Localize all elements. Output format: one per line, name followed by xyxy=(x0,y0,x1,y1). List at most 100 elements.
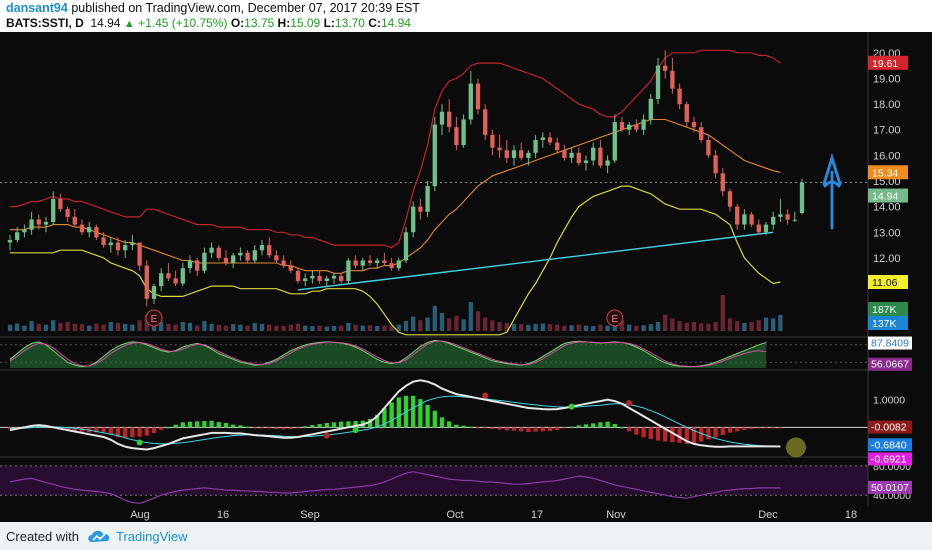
volume-bar xyxy=(562,325,567,331)
candle-body xyxy=(742,214,747,225)
candle-body xyxy=(634,124,639,130)
volume-bar xyxy=(65,322,70,331)
volume-bar xyxy=(166,323,171,331)
candle-body xyxy=(231,255,236,264)
candle-body xyxy=(627,124,632,130)
macd-histogram-bar xyxy=(713,427,718,438)
symbol-label[interactable]: BATS:SSTI, D xyxy=(6,16,84,30)
volume-bar xyxy=(447,318,452,331)
macd-histogram-bar xyxy=(267,427,272,429)
volume-bar xyxy=(353,324,358,331)
candle-body xyxy=(403,232,409,261)
macd-signal-value: -0.6840 xyxy=(871,439,907,451)
time-axis: Aug 16 Sep Oct 17 Nov Dec 18 xyxy=(0,507,932,522)
volume-bar xyxy=(223,325,229,331)
macd-histogram-bar xyxy=(605,421,610,428)
time-tick-label: Aug xyxy=(130,509,150,521)
macd-histogram-bar xyxy=(223,423,229,428)
volume-bar xyxy=(655,322,661,331)
candle-body xyxy=(598,147,603,166)
volume-value-2: 137K xyxy=(872,318,897,330)
macd-highlight-circle xyxy=(786,437,806,458)
macd-histogram-bar xyxy=(259,427,265,429)
close-label: C: xyxy=(368,16,381,30)
author-link[interactable]: dansant94 xyxy=(6,1,68,15)
price-tick-label: 16.00 xyxy=(873,150,901,162)
volume-bar xyxy=(771,318,776,331)
volume-bar xyxy=(389,325,394,331)
volume-bar xyxy=(36,323,41,331)
candle-body xyxy=(216,247,221,258)
macd-histogram-bar xyxy=(490,427,495,429)
publish-line: dansant94 published on TradingView.com, … xyxy=(6,1,420,15)
volume-bar xyxy=(713,322,718,331)
macd-histogram-bar xyxy=(101,427,106,433)
close-value: 14.94 xyxy=(380,16,411,30)
candle-body xyxy=(389,263,394,269)
volume-bar xyxy=(195,325,200,331)
volume-bar xyxy=(331,325,337,331)
high-value: 15.09 xyxy=(290,16,321,30)
volume-bar xyxy=(641,325,646,331)
macd-histogram-bar xyxy=(166,427,171,429)
volume-bar xyxy=(627,324,632,331)
macd-histogram-bar xyxy=(173,424,178,428)
macd-histogram-bar xyxy=(123,427,128,438)
volume-bar xyxy=(209,323,214,331)
volume-bar xyxy=(130,324,135,331)
candle-body xyxy=(7,239,13,243)
macd-histogram-bar xyxy=(483,427,488,429)
candle-body xyxy=(72,216,77,225)
volume-bar xyxy=(468,302,473,331)
volume-bar xyxy=(454,315,459,331)
last-price-value-box xyxy=(868,188,908,203)
published-text: published on TradingView.com, December 0… xyxy=(71,1,420,15)
up-triangle-icon: ▲ xyxy=(123,18,135,30)
candle-body xyxy=(310,275,315,279)
macd-histogram-bar xyxy=(612,424,617,428)
candle-body xyxy=(756,224,761,233)
rsi-band-fill xyxy=(0,465,868,496)
macd-histogram-bar xyxy=(519,427,524,432)
macd-histogram-bar xyxy=(65,427,70,431)
brand-link[interactable]: TradingView xyxy=(116,529,188,544)
macd-histogram-bar xyxy=(72,427,77,431)
price-tick-label: 13.00 xyxy=(873,227,901,239)
macd-histogram-bar xyxy=(562,427,567,429)
macd-histogram-bar xyxy=(540,427,545,432)
candle-body xyxy=(331,275,337,279)
candle-body xyxy=(166,273,171,279)
candle-body xyxy=(382,260,387,264)
volume-bar xyxy=(756,320,761,331)
volume-bar xyxy=(295,323,301,331)
price-tick-label: 19.00 xyxy=(873,73,901,85)
volume-bar xyxy=(699,323,704,331)
volume-bar xyxy=(475,311,481,331)
lower-band-value-box xyxy=(868,275,908,290)
candle-body xyxy=(58,198,63,210)
candle-body xyxy=(36,219,41,225)
macd-histogram-bar xyxy=(778,427,783,429)
volume-bar xyxy=(634,325,639,331)
macd-histogram-bar xyxy=(655,427,661,441)
candle-body xyxy=(663,65,668,71)
volume-bar xyxy=(483,317,488,331)
time-tick-label: 17 xyxy=(531,509,543,521)
candle-body xyxy=(101,237,106,246)
mid-band-value: 15.34 xyxy=(872,167,898,179)
macd-histogram-bar xyxy=(756,427,761,429)
candle-body xyxy=(735,206,740,225)
macd-histogram-bar xyxy=(749,427,754,429)
lower-band-value: 11.06 xyxy=(872,277,898,289)
rsi-value: 50.0107 xyxy=(871,482,909,494)
candle-body xyxy=(684,104,689,123)
volume-bar xyxy=(317,325,322,331)
candle-body xyxy=(655,65,661,99)
candle-body xyxy=(461,119,466,146)
candle-body xyxy=(159,273,164,287)
cloud-logo-icon[interactable] xyxy=(86,528,112,544)
macd-histogram-bar xyxy=(36,425,41,428)
volume-bar xyxy=(439,313,445,331)
